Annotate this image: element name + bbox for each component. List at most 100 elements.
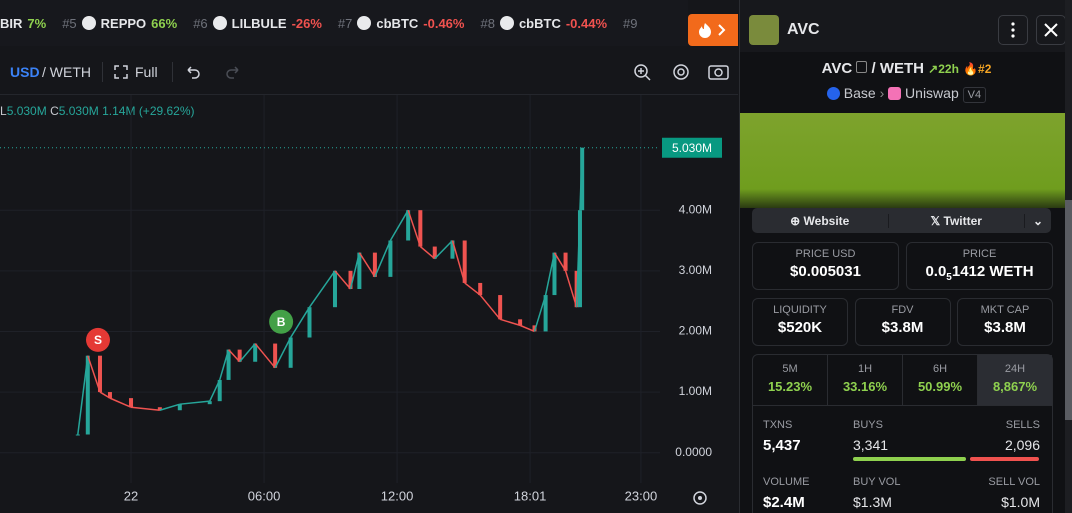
candle (273, 343, 278, 368)
price-segment (159, 403, 181, 411)
chain-icon (826, 87, 840, 100)
trending-item[interactable]: #9 (623, 16, 637, 31)
price-rest: 1412 WETH (951, 263, 1034, 280)
menu-icon (1011, 22, 1015, 38)
trending-symbol: LILBULE (231, 15, 287, 31)
txn-box: TXNS 5,437 BUYS 3,341 SELLS 2,096 VOLUME… (752, 405, 1053, 513)
trending-item[interactable]: #7 cbBTC -0.46% (338, 16, 465, 31)
more-links[interactable]: ⌄ (1032, 213, 1044, 228)
trending-rank: #7 (337, 15, 353, 31)
y-tick-label: 0.0000 (675, 445, 712, 459)
candle (348, 270, 353, 289)
stat-card: FDV $3.8M (854, 298, 951, 346)
x-tick-label: 22 (124, 488, 138, 503)
card-label: PRICE USD (795, 248, 856, 260)
card-value: $0.005031 (790, 263, 861, 280)
trending-item[interactable]: BIR 7% (0, 16, 46, 31)
candle (406, 210, 411, 241)
panel-header: AVC (740, 0, 1072, 52)
price-segment (519, 324, 535, 333)
pair-venue: Base › Uniswap V4 (740, 85, 1072, 103)
trending-item[interactable]: #6 LILBULE -26% (193, 16, 322, 31)
x-tick-label: 18:01 (514, 488, 547, 503)
chart-tools[interactable] (632, 61, 732, 83)
fullscreen-button[interactable]: Full (135, 64, 158, 80)
price-segment (479, 294, 501, 320)
stat-card: MKT CAP $3.8M (957, 298, 1053, 346)
candle (253, 343, 258, 362)
change-period: 24H (1004, 363, 1026, 375)
candle (577, 210, 582, 308)
token-symbol: AVC (787, 21, 820, 38)
price-segment (109, 397, 132, 408)
trending-symbol: BIR (0, 15, 23, 31)
menu-button[interactable] (998, 15, 1028, 45)
scrollbar-thumb[interactable] (1065, 200, 1072, 420)
axis-settings-icon[interactable] (693, 491, 707, 505)
card-value: 0.051412 WETH (907, 263, 1052, 283)
price-segment (358, 252, 376, 278)
candle (307, 307, 312, 338)
token-banner (740, 113, 1065, 208)
trending-bar: BIR 7% #5 REPPO 66% #6 LILBULE -26% #7 cbBTC -0.46… (0, 0, 688, 46)
ohlc-legend: L5.030M C5.030M 1.14M (+29.62%) (0, 104, 195, 118)
price-segment (389, 209, 409, 241)
legend-key: L (0, 104, 7, 118)
stat-card: LIQUIDITY $520K (752, 298, 848, 346)
change-tab[interactable]: 24H 8,867% (978, 355, 1052, 405)
website-link[interactable]: ⊕ Website (752, 213, 889, 228)
chain-name[interactable]: Base (843, 85, 876, 101)
y-tick-label: 4.00M (679, 202, 712, 216)
trending-change: -0.44% (565, 15, 608, 31)
pair-title: AVC / WETH ↗22h 🔥#2 (740, 60, 1072, 77)
price-segment (499, 318, 521, 327)
trending-button[interactable] (688, 14, 738, 46)
candle (462, 240, 467, 283)
legend-value: 5.030M (6, 104, 47, 118)
sell-vol-label: SELL VOL (988, 476, 1040, 488)
dex-name[interactable]: Uniswap (905, 85, 959, 101)
dex-version: V4 (962, 87, 987, 103)
trending-rank: #9 (623, 15, 638, 31)
volume-label: VOLUME (763, 476, 810, 488)
trade-marker-label: B (277, 315, 286, 329)
legend-value: 5.030M (58, 104, 99, 118)
candle (580, 147, 585, 211)
price-segment (87, 355, 101, 393)
card-value: $520K (777, 319, 823, 336)
card-label: MKT CAP (980, 304, 1030, 316)
last-price-label: 5.030M (672, 141, 712, 155)
change-period: 6H (932, 363, 948, 375)
candle (75, 434, 80, 436)
twitter-link[interactable]: 𝕏 Twitter (889, 213, 1025, 228)
candle (552, 252, 557, 296)
card-label: FDV (891, 304, 914, 316)
undo-redo[interactable] (184, 64, 244, 80)
separator (102, 62, 103, 82)
scrollbar-track (1065, 0, 1072, 513)
change-tab[interactable]: 6H 50.99% (903, 355, 978, 405)
candle (157, 407, 162, 411)
candle (288, 337, 293, 368)
buy-vol-label: BUY VOL (853, 476, 901, 488)
change-tab[interactable]: 1H 33.16% (828, 355, 903, 405)
price-segment (130, 406, 160, 411)
pair-toggle[interactable]: / WETH (42, 64, 91, 80)
y-tick-label: 3.00M (679, 263, 712, 277)
candle (532, 325, 537, 332)
currency-toggle[interactable]: USD (10, 64, 40, 80)
trending-item[interactable]: #8 cbBTC -0.44% (480, 16, 607, 31)
change-tab[interactable]: 5M 15.23% (753, 355, 828, 405)
close-button[interactable] (1036, 15, 1066, 45)
price-segment (419, 245, 436, 260)
trending-symbol: cbBTC (518, 15, 561, 31)
close-icon (1044, 23, 1058, 37)
price-segment (374, 240, 392, 278)
separator (172, 62, 173, 82)
copy-icon[interactable] (856, 61, 868, 73)
sell-vol-value: $1.0M (1001, 494, 1040, 510)
trending-item[interactable]: #5 REPPO 66% (62, 16, 177, 31)
pair-age: ↗22h (928, 62, 959, 76)
